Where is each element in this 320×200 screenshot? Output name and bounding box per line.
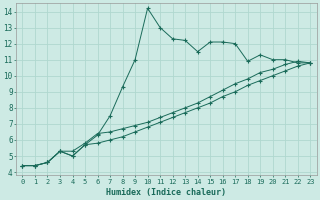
X-axis label: Humidex (Indice chaleur): Humidex (Indice chaleur) [106,188,226,197]
